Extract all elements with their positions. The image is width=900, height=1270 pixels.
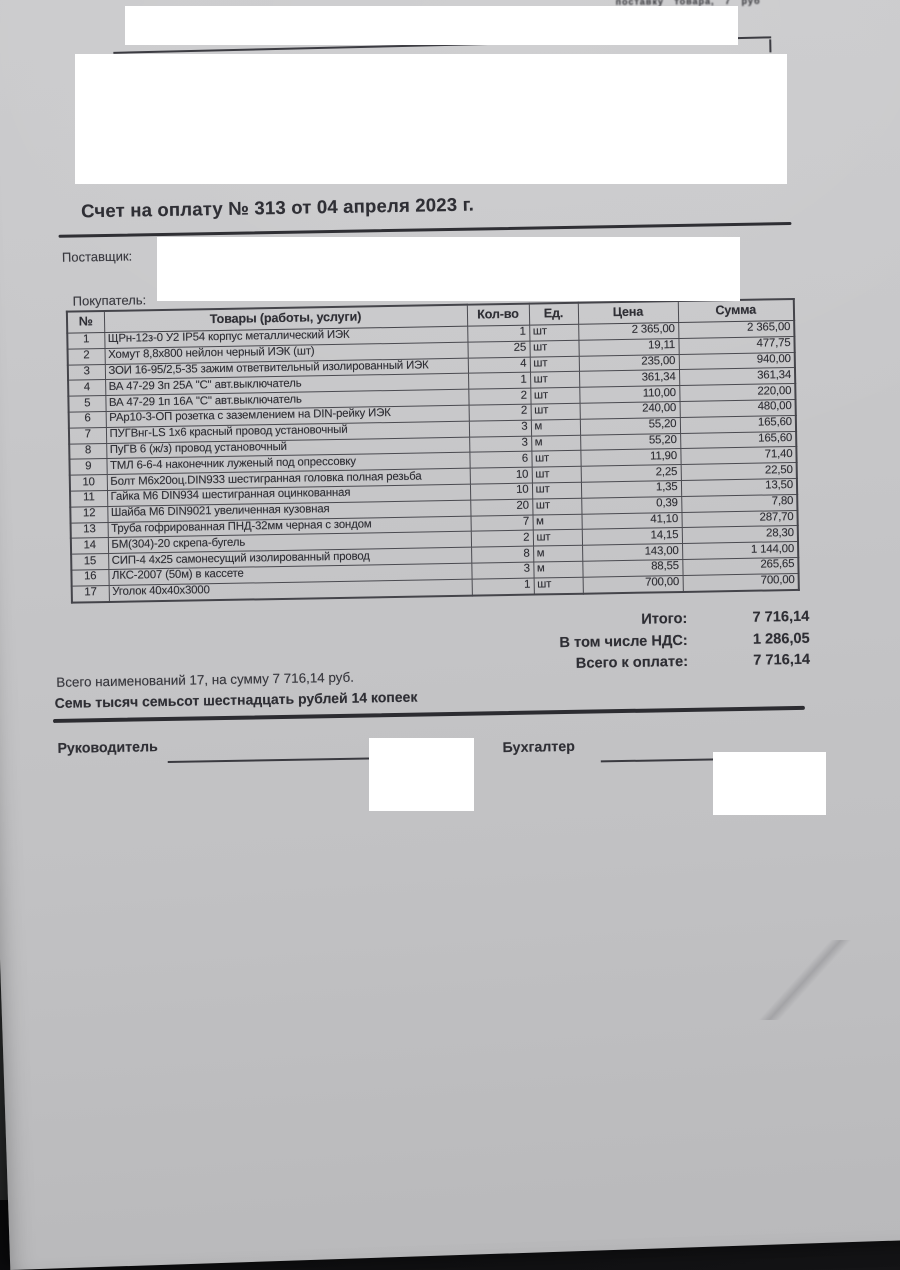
accountant-signature-line (600, 758, 718, 763)
cell-num: 2 (67, 348, 105, 365)
buyer-label: Покупатель: (72, 292, 147, 309)
cell-unit: шт (531, 466, 581, 484)
cell-unit: шт (530, 371, 580, 389)
cell-num: 5 (68, 395, 106, 413)
cell-num: 16 (71, 569, 109, 586)
supplier-label: Поставщик: (61, 248, 133, 265)
cell-price: 240,00 (579, 401, 680, 420)
cell-unit: м (530, 419, 581, 436)
totals-label: В том числе НДС: (559, 632, 688, 651)
col-header-price: Цена (577, 301, 679, 325)
cell-unit: шт (533, 576, 583, 595)
col-header-sum: Сумма (677, 298, 795, 323)
page-title: Счет на оплату № 313 от 04 апреля 2023 г… (80, 193, 475, 222)
cell-num: 7 (68, 427, 107, 444)
cell-unit: шт (532, 529, 583, 547)
cell-unit: шт (530, 387, 580, 405)
redaction-box-director-signature (369, 738, 474, 811)
cell-num: 6 (68, 411, 106, 428)
director-signature-line (167, 757, 376, 763)
cell-num: 17 (71, 585, 109, 603)
cell-qty: 4 (467, 356, 531, 374)
cell-num: 8 (69, 443, 107, 460)
cell-price: 110,00 (579, 385, 680, 404)
cell-num: 1 (67, 332, 105, 349)
totals-row: Итого: 7 716,14 (263, 609, 809, 635)
cell-num: 14 (70, 537, 109, 555)
cell-qty: 2 (468, 388, 531, 406)
cell-price: 88,55 (582, 559, 683, 577)
cell-unit: шт (529, 355, 580, 373)
cell-num: 4 (68, 379, 106, 397)
cell-qty: 25 (467, 340, 530, 358)
cell-qty: 1 (468, 372, 531, 390)
cell-num: 9 (69, 458, 107, 476)
title-underline (58, 222, 792, 238)
cell-unit: м (533, 545, 583, 563)
cell-qty: 3 (468, 419, 532, 437)
cell-price: 361,34 (579, 369, 680, 388)
cell-qty: 3 (469, 435, 532, 453)
amount-in-words: Семь тысяч семьсот шестнадцать рублей 14… (54, 688, 418, 711)
cell-num: 15 (71, 553, 109, 571)
cell-price: 1,35 (580, 480, 682, 498)
cell-price: 235,00 (578, 354, 679, 372)
col-header-qty: Кол-во (466, 303, 530, 327)
cell-price: 2 365,00 (578, 322, 679, 341)
totals-value: 7 716,14 (752, 608, 810, 626)
cell-qty: 10 (469, 483, 533, 500)
redaction-box-bank-details (75, 54, 787, 184)
cell-num: 11 (70, 490, 108, 507)
cell-qty: 1 (467, 325, 530, 342)
cell-unit: шт (529, 340, 579, 357)
redaction-box-supplier (157, 237, 740, 301)
cell-qty: 8 (471, 546, 534, 564)
cell-unit: шт (531, 482, 582, 499)
col-header-unit: Ед. (528, 302, 579, 326)
totals-value: 7 716,14 (753, 651, 811, 669)
cell-price: 2,25 (580, 464, 681, 483)
redaction-box-top (125, 6, 738, 45)
cell-qty: 3 (471, 562, 534, 579)
cell-qty: 6 (469, 451, 532, 469)
cell-qty: 20 (470, 498, 533, 516)
items-table: № Товары (работы, услуги) Кол-во Ед. Цен… (65, 297, 800, 604)
redaction-box-accountant-signature (713, 752, 826, 815)
cell-price: 19,11 (578, 338, 679, 356)
bank-details-frame-corner (769, 39, 772, 53)
cell-qty: 7 (470, 514, 533, 532)
cell-unit: м (532, 513, 582, 531)
cell-unit: шт (530, 403, 580, 420)
items-summary: Всего наименований 17, на сумму 7 716,14… (56, 669, 355, 690)
totals-row: В том числе НДС: 1 286,05 (264, 630, 810, 656)
cell-price: 55,20 (580, 433, 681, 451)
cell-num: 3 (67, 364, 106, 381)
director-label: Руководитель (57, 739, 158, 757)
cell-num: 13 (70, 522, 108, 539)
col-header-num: № (66, 311, 105, 334)
cell-unit: шт (531, 450, 581, 468)
cell-qty: 1 (471, 577, 534, 596)
cell-price: 11,90 (580, 448, 681, 467)
cell-qty: 2 (470, 530, 534, 548)
cell-qty: 10 (469, 467, 532, 485)
cell-price: 14,15 (581, 527, 683, 546)
totals-value: 1 286,05 (752, 630, 810, 648)
totals-label: Итого: (641, 610, 688, 628)
cell-unit: м (531, 434, 581, 452)
cell-sum: 700,00 (682, 573, 799, 592)
cell-num: 12 (70, 506, 108, 523)
cell-price: 700,00 (582, 575, 683, 594)
cell-price: 143,00 (582, 543, 683, 562)
cell-price: 55,20 (579, 417, 681, 435)
accountant-label: Бухгалтер (502, 738, 575, 757)
cell-qty: 2 (468, 404, 531, 421)
cell-unit: шт (529, 324, 579, 341)
cell-num: 10 (69, 474, 108, 492)
cell-unit: шт (532, 497, 582, 515)
cell-price: 41,10 (581, 512, 682, 530)
cell-unit: м (533, 561, 583, 578)
cell-price: 0,39 (581, 496, 682, 514)
